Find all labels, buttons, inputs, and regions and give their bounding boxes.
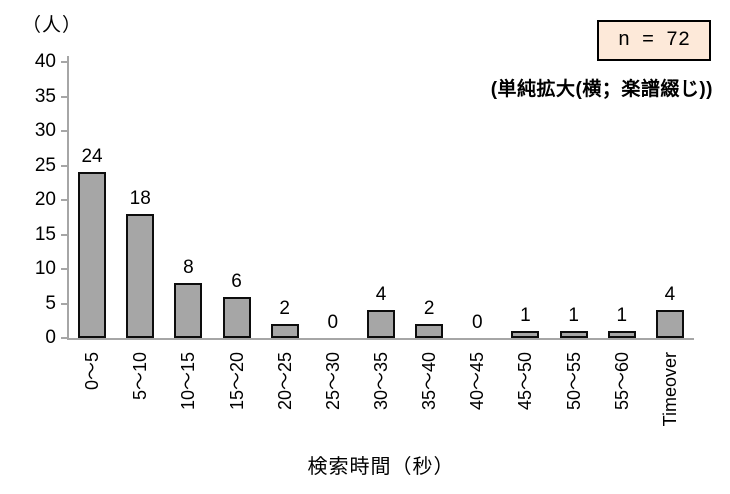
y-tick-mark — [61, 130, 68, 132]
y-tick-mark — [61, 95, 68, 98]
bar-value-label: 1 — [616, 305, 628, 327]
y-tick-mark — [61, 199, 68, 201]
data-bar — [270, 324, 299, 338]
y-tick-label: 10 — [34, 258, 56, 279]
y-tick-label: 0 — [45, 327, 56, 348]
data-bar — [415, 324, 444, 338]
data-bar — [511, 331, 540, 338]
x-tick-label: 0〜5 — [82, 352, 103, 391]
y-tick-label: 40 — [34, 51, 56, 72]
y-tick-mark — [61, 164, 68, 167]
bar-value-label: 1 — [520, 305, 531, 327]
y-tick-label: 25 — [34, 154, 56, 176]
y-tick-label: 30 — [34, 120, 56, 141]
bar-value-label: 8 — [183, 256, 194, 278]
data-bar — [222, 296, 251, 338]
y-tick-label: 35 — [34, 85, 56, 107]
sample-size-box: n = 72 — [597, 20, 711, 61]
y-tick-mark — [61, 233, 68, 236]
data-bar — [78, 172, 107, 338]
y-tick-label: 15 — [34, 223, 56, 245]
x-tick-label: 35〜40 — [419, 352, 440, 411]
x-tick-label: 25〜30 — [322, 352, 343, 411]
bar-value-label: 1 — [568, 305, 579, 327]
bar-value-label: 2 — [423, 298, 435, 320]
x-tick-label: 5〜10 — [130, 352, 151, 401]
x-tick-label: 10〜15 — [178, 352, 199, 411]
bar-value-label: 6 — [231, 270, 242, 292]
x-tick-label: 40〜45 — [467, 352, 488, 411]
data-bar — [559, 331, 588, 338]
bar-value-label: 0 — [327, 312, 339, 333]
x-tick-label: 50〜55 — [563, 352, 584, 411]
y-axis-line — [67, 56, 69, 340]
bar-value-label: 18 — [129, 187, 151, 209]
data-bar — [174, 282, 203, 338]
data-bar — [655, 310, 684, 338]
x-tick-label: 20〜25 — [274, 352, 295, 411]
y-tick-mark — [61, 337, 68, 339]
data-bar — [126, 213, 155, 338]
x-tick-label: 15〜20 — [226, 352, 247, 411]
x-tick-label: 30〜35 — [371, 352, 391, 411]
x-tick-label: 45〜50 — [515, 352, 536, 411]
x-tick-label: Timeover — [659, 352, 680, 427]
y-tick-mark — [61, 302, 68, 305]
x-tick-label: 55〜60 — [611, 352, 632, 411]
x-axis-line — [67, 338, 694, 340]
sample-size-label: n = 72 — [617, 29, 690, 52]
x-axis-title: 検索時間（秒） — [307, 456, 455, 478]
chart-subtitle: (単純拡大(横；楽譜綴じ)) — [490, 79, 713, 100]
bar-value-label: 24 — [81, 146, 103, 168]
bar-value-label: 4 — [664, 284, 676, 306]
y-tick-label: 5 — [45, 292, 56, 314]
bar-value-label: 4 — [375, 284, 387, 306]
y-tick-mark — [61, 61, 68, 63]
y-tick-label: 20 — [34, 189, 56, 210]
bar-value-label: 0 — [472, 312, 483, 333]
y-tick-mark — [61, 268, 68, 270]
bar-value-label: 2 — [279, 298, 290, 320]
y-axis-unit-label: （人） — [22, 15, 83, 36]
data-bar — [607, 331, 636, 338]
data-bar — [367, 310, 395, 338]
